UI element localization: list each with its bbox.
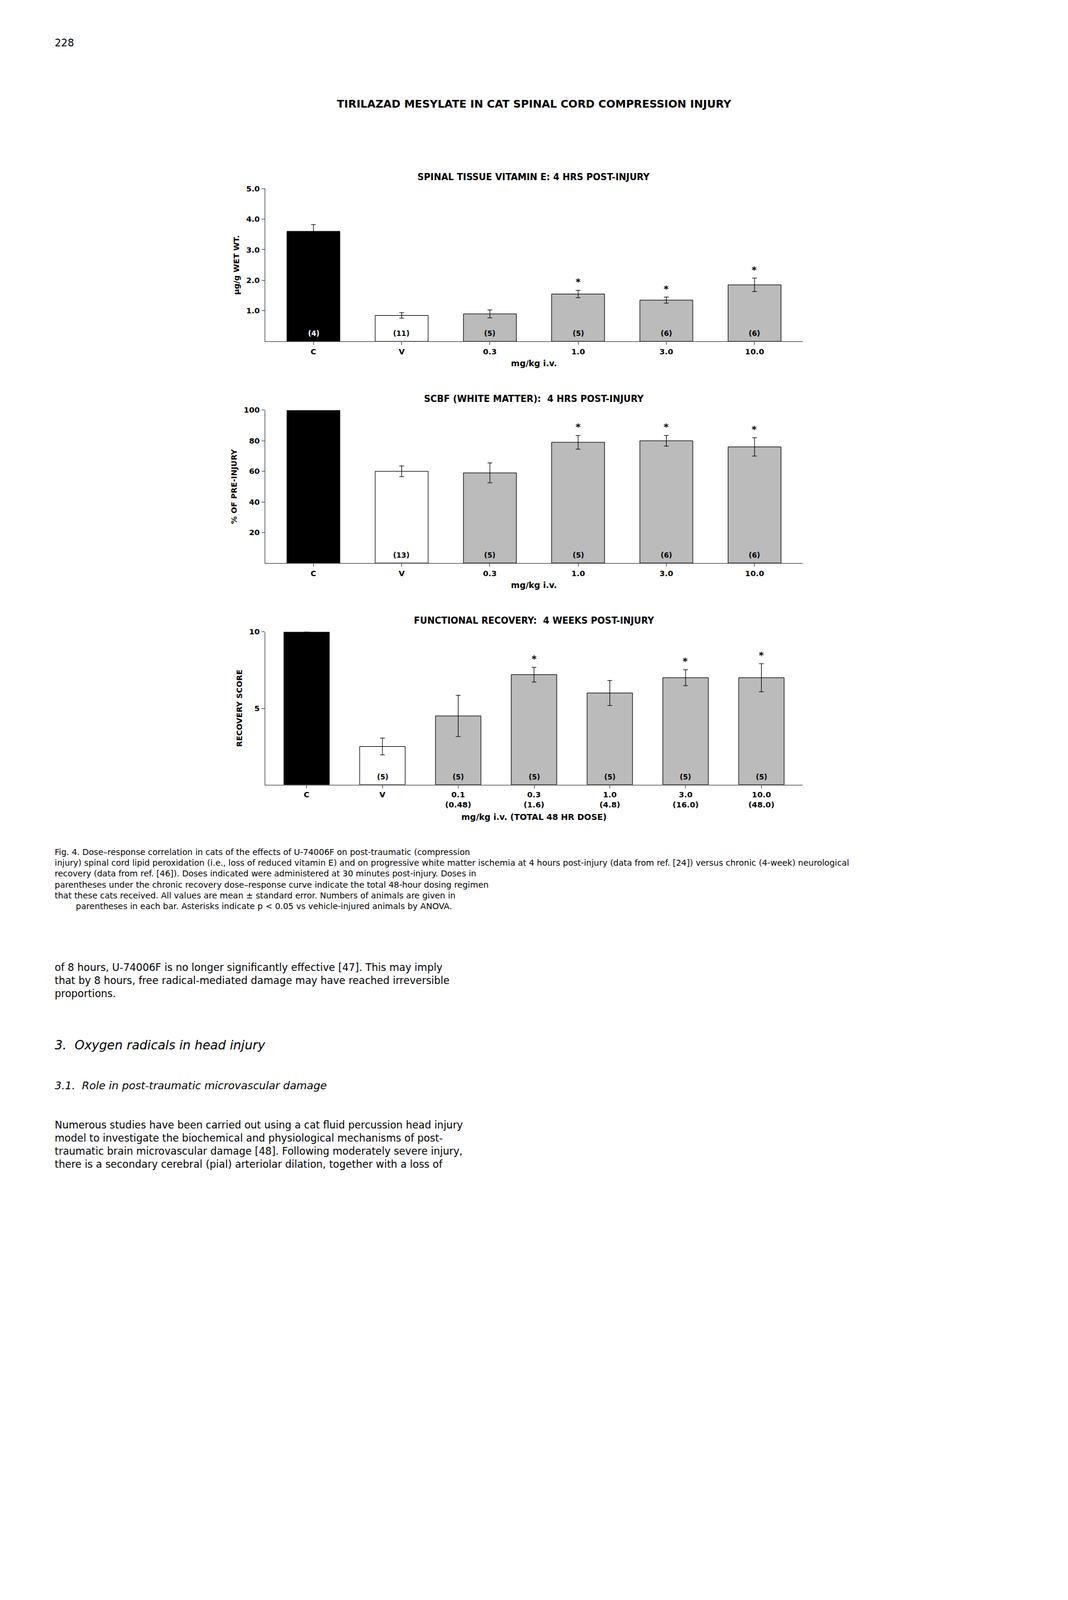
svg-text:mg/kg i.v.: mg/kg i.v.	[510, 358, 557, 369]
svg-text:10.0(48.0): 10.0(48.0)	[748, 790, 775, 810]
svg-text:(5): (5)	[604, 773, 616, 782]
svg-text:20: 20	[249, 528, 260, 537]
svg-text:FUNCTIONAL RECOVERY: 4 WEEKS: FUNCTIONAL RECOVERY: 4 WEEKS POST-INJURY	[413, 615, 655, 627]
svg-text:2.0: 2.0	[246, 275, 260, 285]
svg-text:TIRILAZAD MESYLATE IN CAT SPIN: TIRILAZAD MESYLATE IN CAT SPINAL CORD CO…	[337, 97, 733, 111]
svg-text:10.0: 10.0	[745, 347, 765, 357]
svg-text:V: V	[398, 347, 405, 357]
svg-text:3.0: 3.0	[659, 569, 674, 579]
svg-text:0.3: 0.3	[482, 569, 497, 579]
svg-text:RECOVERY SCORE: RECOVERY SCORE	[234, 669, 244, 747]
svg-text:(5): (5)	[484, 329, 496, 338]
svg-text:*: *	[575, 421, 581, 433]
svg-text:μg/g WET WT.: μg/g WET WT.	[231, 235, 241, 295]
svg-text:1.0: 1.0	[246, 306, 260, 316]
svg-text:0.3: 0.3	[482, 347, 497, 357]
svg-text:1.0(4.8): 1.0(4.8)	[599, 790, 621, 810]
svg-text:1.0: 1.0	[571, 347, 586, 357]
svg-text:*: *	[663, 283, 669, 295]
svg-text:of 8 hours, U-74006F is no lon: of 8 hours, U-74006F is no longer signif…	[54, 961, 450, 1000]
svg-text:(6): (6)	[660, 551, 672, 560]
svg-text:(5): (5)	[452, 773, 464, 782]
svg-text:3.0: 3.0	[659, 347, 674, 357]
svg-text:60: 60	[249, 466, 260, 476]
svg-text:(13): (13)	[393, 551, 410, 560]
svg-text:3.0: 3.0	[246, 244, 260, 254]
svg-text:40: 40	[249, 497, 260, 507]
svg-text:*: *	[751, 264, 757, 276]
svg-text:228: 228	[54, 36, 74, 49]
svg-text:*: *	[663, 421, 669, 433]
svg-text:C: C	[310, 569, 317, 579]
svg-text:3.1. Role in post-traumatic m: 3.1. Role in post-traumatic microvascula…	[54, 1079, 328, 1092]
svg-text:5.0: 5.0	[246, 184, 260, 194]
svg-text:3. Oxygen radicals in head in: 3. Oxygen radicals in head injury	[54, 1038, 266, 1053]
svg-text:C: C	[310, 347, 317, 357]
svg-text:100: 100	[243, 405, 260, 415]
svg-text:Fig. 4. Dose–response correlat: Fig. 4. Dose–response correlation in cat…	[54, 847, 850, 912]
svg-text:(5): (5)	[377, 773, 389, 782]
svg-text:1.0: 1.0	[571, 569, 586, 579]
svg-text:*: *	[758, 649, 765, 662]
svg-text:(5): (5)	[679, 773, 691, 782]
svg-text:(6): (6)	[748, 551, 760, 560]
svg-text:*: *	[575, 276, 581, 288]
svg-text:(5): (5)	[484, 551, 496, 560]
svg-text:V: V	[379, 790, 386, 800]
svg-text:mg/kg i.v. (TOTAL 48 HR DOSE): mg/kg i.v. (TOTAL 48 HR DOSE)	[461, 812, 607, 822]
svg-text:(5): (5)	[755, 773, 768, 782]
svg-text:10.0: 10.0	[745, 569, 765, 579]
svg-text:(5): (5)	[528, 773, 540, 782]
svg-text:SPINAL TISSUE VITAMIN E: 4 HRS: SPINAL TISSUE VITAMIN E: 4 HRS POST-INJU…	[417, 171, 651, 183]
svg-text:C: C	[303, 790, 310, 800]
svg-text:4.0: 4.0	[246, 214, 260, 224]
svg-text:(6): (6)	[660, 329, 672, 338]
svg-text:(11): (11)	[393, 329, 410, 338]
svg-text:SCBF (WHITE MATTER): 4 HRS PO: SCBF (WHITE MATTER): 4 HRS POST-INJURY	[423, 393, 645, 405]
svg-text:mg/kg i.v.: mg/kg i.v.	[510, 580, 557, 590]
svg-text:Numerous studies have been car: Numerous studies have been carried out u…	[54, 1119, 463, 1171]
svg-text:*: *	[751, 423, 757, 436]
svg-text:0.3(1.6): 0.3(1.6)	[523, 790, 545, 810]
svg-text:(5): (5)	[572, 551, 584, 560]
svg-text:*: *	[531, 653, 537, 665]
svg-text:(4): (4)	[308, 329, 320, 338]
svg-text:*: *	[682, 655, 689, 668]
svg-text:3.0(16.0): 3.0(16.0)	[672, 790, 699, 810]
svg-text:(6): (6)	[748, 329, 760, 338]
svg-text:(5): (5)	[572, 329, 584, 338]
svg-text:80: 80	[249, 436, 260, 446]
svg-text:10: 10	[249, 627, 260, 637]
svg-text:V: V	[398, 569, 405, 579]
svg-text:% OF PRE-INJURY: % OF PRE-INJURY	[229, 448, 239, 524]
svg-text:0.1(0.48): 0.1(0.48)	[445, 790, 472, 810]
svg-text:5: 5	[254, 704, 260, 713]
